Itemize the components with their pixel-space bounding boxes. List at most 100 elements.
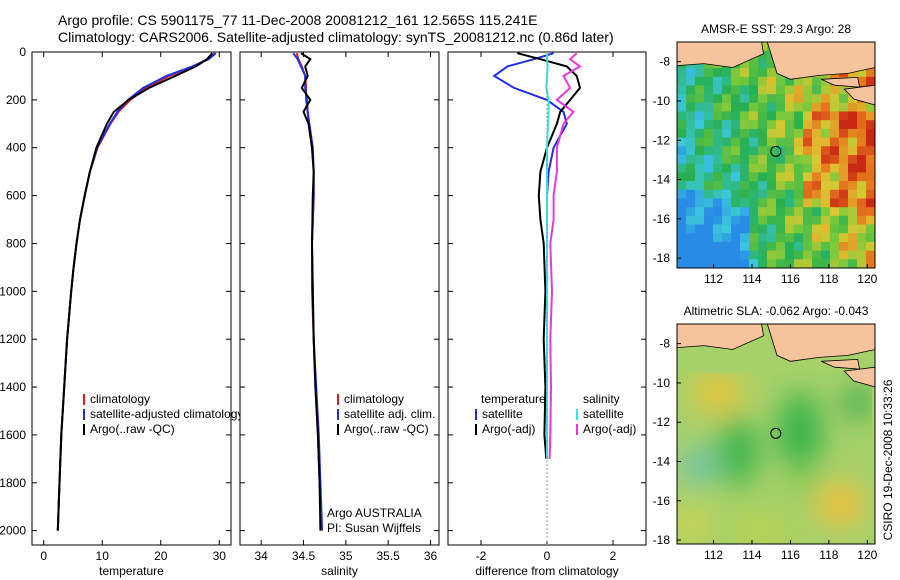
sst-cell <box>839 155 849 165</box>
sst-cell <box>695 155 705 165</box>
sst-cell <box>821 120 831 130</box>
timestamp-label: CSIRO 19-Dec-2008 10:33:26 <box>881 379 895 540</box>
sst-cell <box>830 128 840 139</box>
sst-cell <box>722 215 732 225</box>
sst-cell <box>866 241 875 252</box>
sst-cell <box>767 224 777 234</box>
sst-cell <box>767 146 777 156</box>
sst-cell <box>731 137 741 147</box>
sla-map-ytick-label: -14 <box>653 455 671 469</box>
sst-cell <box>722 85 732 95</box>
sla-map-frame <box>676 323 876 545</box>
sst-map-frame <box>676 41 876 269</box>
sst-cell <box>776 85 786 95</box>
sst-cell <box>704 68 714 78</box>
sst-cell <box>821 94 831 104</box>
sst-cell <box>848 215 858 225</box>
sst-cell <box>758 128 768 139</box>
sst-cell <box>857 76 867 86</box>
sst-cell <box>713 94 723 104</box>
sst-cell <box>821 250 831 260</box>
difference-legend-salinity-entry: satellite <box>583 407 624 421</box>
sst-cell <box>785 198 795 208</box>
sst-cell <box>821 163 831 173</box>
sst-cell <box>794 207 804 217</box>
sst-cell <box>695 207 705 217</box>
sst-cell <box>821 198 831 208</box>
sst-cell <box>722 76 732 86</box>
sst-cell <box>830 181 840 191</box>
difference-legend-temperature-entry: satellite <box>482 407 523 421</box>
sst-cell <box>740 120 750 130</box>
depth-tick-label: 1600 <box>0 428 26 442</box>
sst-cell <box>758 207 768 217</box>
sst-cell <box>803 233 813 243</box>
sst-cell <box>866 76 875 86</box>
sst-cell <box>830 224 840 234</box>
sst-cell <box>740 94 750 104</box>
sst-cell <box>731 181 741 191</box>
sst-cell <box>704 111 714 121</box>
series-argo-raw-qc- <box>56 52 214 531</box>
sst-cell <box>866 146 875 156</box>
sst-cell <box>695 181 705 191</box>
sst-cell <box>758 120 768 130</box>
sst-cell <box>704 137 714 147</box>
figure-title-line2: Climatology: CARS2006. Satellite-adjuste… <box>58 29 614 45</box>
sst-cell <box>839 215 849 225</box>
sla-map-xtick-label: 120 <box>857 548 877 562</box>
sst-cell <box>686 128 696 139</box>
sst-cell <box>758 241 768 252</box>
sla-map-xtick-label: 116 <box>781 548 800 562</box>
sst-cell <box>767 233 777 243</box>
sst-cell <box>740 163 750 173</box>
sst-cell <box>695 146 705 156</box>
sst-cell <box>785 215 795 225</box>
sst-cell <box>686 94 696 104</box>
sst-cell <box>821 241 831 252</box>
sst-cell <box>776 224 786 234</box>
sst-cell <box>812 94 822 104</box>
sst-cell <box>731 189 741 199</box>
sst-cell <box>722 155 732 165</box>
sst-cell <box>713 259 723 268</box>
sst-cell <box>686 181 696 191</box>
sst-cell <box>848 102 858 112</box>
sst-cell <box>767 163 777 173</box>
sst-cell <box>776 189 786 199</box>
sst-cell <box>749 250 759 260</box>
sla-map-ytick-label: -8 <box>659 337 670 351</box>
sst-cell <box>731 102 741 112</box>
sst-cell <box>722 172 732 182</box>
land-polygon <box>677 324 764 350</box>
temperature-xtick-label: 30 <box>213 549 227 563</box>
salinity-xtick-label: 36 <box>424 549 438 563</box>
sst-cell <box>704 224 714 234</box>
sst-cell <box>767 59 777 69</box>
sst-cell <box>686 68 696 78</box>
sst-cell <box>821 189 831 199</box>
sst-cell <box>704 172 714 182</box>
sst-cell <box>713 163 723 173</box>
depth-tick-label: 600 <box>6 189 26 203</box>
sst-cell <box>803 207 813 217</box>
sst-cell <box>749 94 759 104</box>
sst-cell <box>749 155 759 165</box>
sst-cell <box>866 207 875 217</box>
sst-cell <box>776 163 786 173</box>
sst-cell <box>803 128 813 139</box>
sst-cell <box>776 120 786 130</box>
sst-cell <box>713 155 723 165</box>
sst-cell <box>740 215 750 225</box>
sla-map-ytick-label: -12 <box>653 415 671 429</box>
land-polygon <box>843 84 875 106</box>
sst-cell <box>704 241 714 252</box>
sla-map-ytick-label: -18 <box>653 533 671 547</box>
temperature-xlabel: temperature <box>99 564 164 578</box>
sst-cell <box>686 259 696 268</box>
sst-cell <box>758 85 768 95</box>
sst-cell <box>794 128 804 139</box>
sst-cell <box>812 215 822 225</box>
sst-map-ytick-label: -10 <box>653 94 671 108</box>
sst-cell <box>785 259 795 268</box>
